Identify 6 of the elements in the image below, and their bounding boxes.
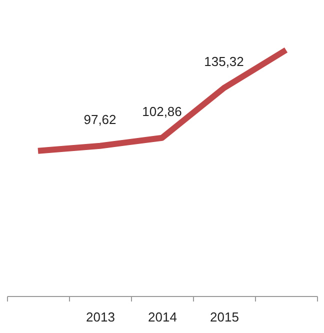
data-label: 97,62	[84, 112, 116, 127]
x-tick-label: 2013	[86, 310, 115, 324]
data-label: 135,32	[204, 54, 244, 69]
x-tick-label: 2014	[148, 310, 177, 324]
x-tick-label: 2015	[210, 310, 239, 324]
data-label: 102,86	[142, 104, 182, 119]
